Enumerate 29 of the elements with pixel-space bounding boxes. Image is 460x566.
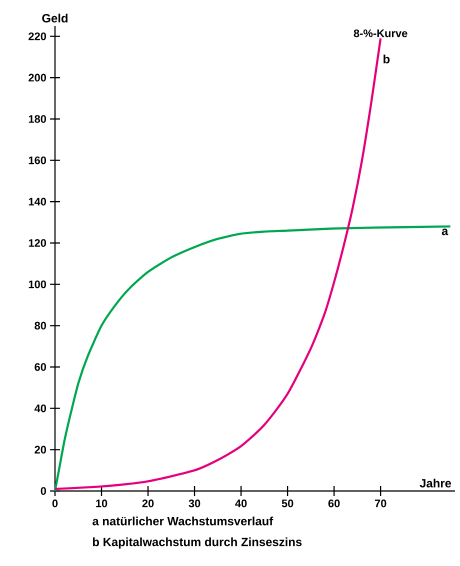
x-tick-label: 20 <box>142 500 154 508</box>
y-axis-title: Geld <box>42 14 68 22</box>
y-tick-label: 180 <box>28 115 46 123</box>
line-series <box>54 225 452 492</box>
y-tick-label: 0 <box>40 487 46 495</box>
y-tick-label: 40 <box>34 404 46 412</box>
series-label: b <box>384 54 390 64</box>
text: b Kapitalwachstum durch Zinseszins <box>92 537 302 549</box>
y-tick-label: 200 <box>28 74 46 82</box>
text: a natürlicher Wachstumsverlauf <box>92 516 274 526</box>
x-axis-title: Jahre <box>420 478 452 488</box>
x-tick-label: 40 <box>235 500 247 508</box>
x-tick-label: 30 <box>188 500 200 508</box>
x-tick-label: 10 <box>96 500 108 508</box>
series-label: a <box>442 228 448 236</box>
y-tick-label: 220 <box>28 32 46 40</box>
y-tick-label: 100 <box>28 280 46 288</box>
annotation: 8-%-Kurve <box>354 29 408 38</box>
y-tick-label: 120 <box>28 239 46 247</box>
y-tick-label: 60 <box>34 363 46 371</box>
x-tick-label: 60 <box>328 500 340 508</box>
line-series <box>54 37 382 490</box>
x-tick-label: 50 <box>282 500 294 508</box>
x-tick-label: 0 <box>52 500 58 508</box>
y-tick-label: 140 <box>28 198 46 206</box>
y-tick-label: 160 <box>28 156 46 164</box>
y-tick-label: 20 <box>34 446 46 454</box>
x-tick-label: 70 <box>374 500 386 508</box>
y-tick-label: 80 <box>34 322 46 330</box>
